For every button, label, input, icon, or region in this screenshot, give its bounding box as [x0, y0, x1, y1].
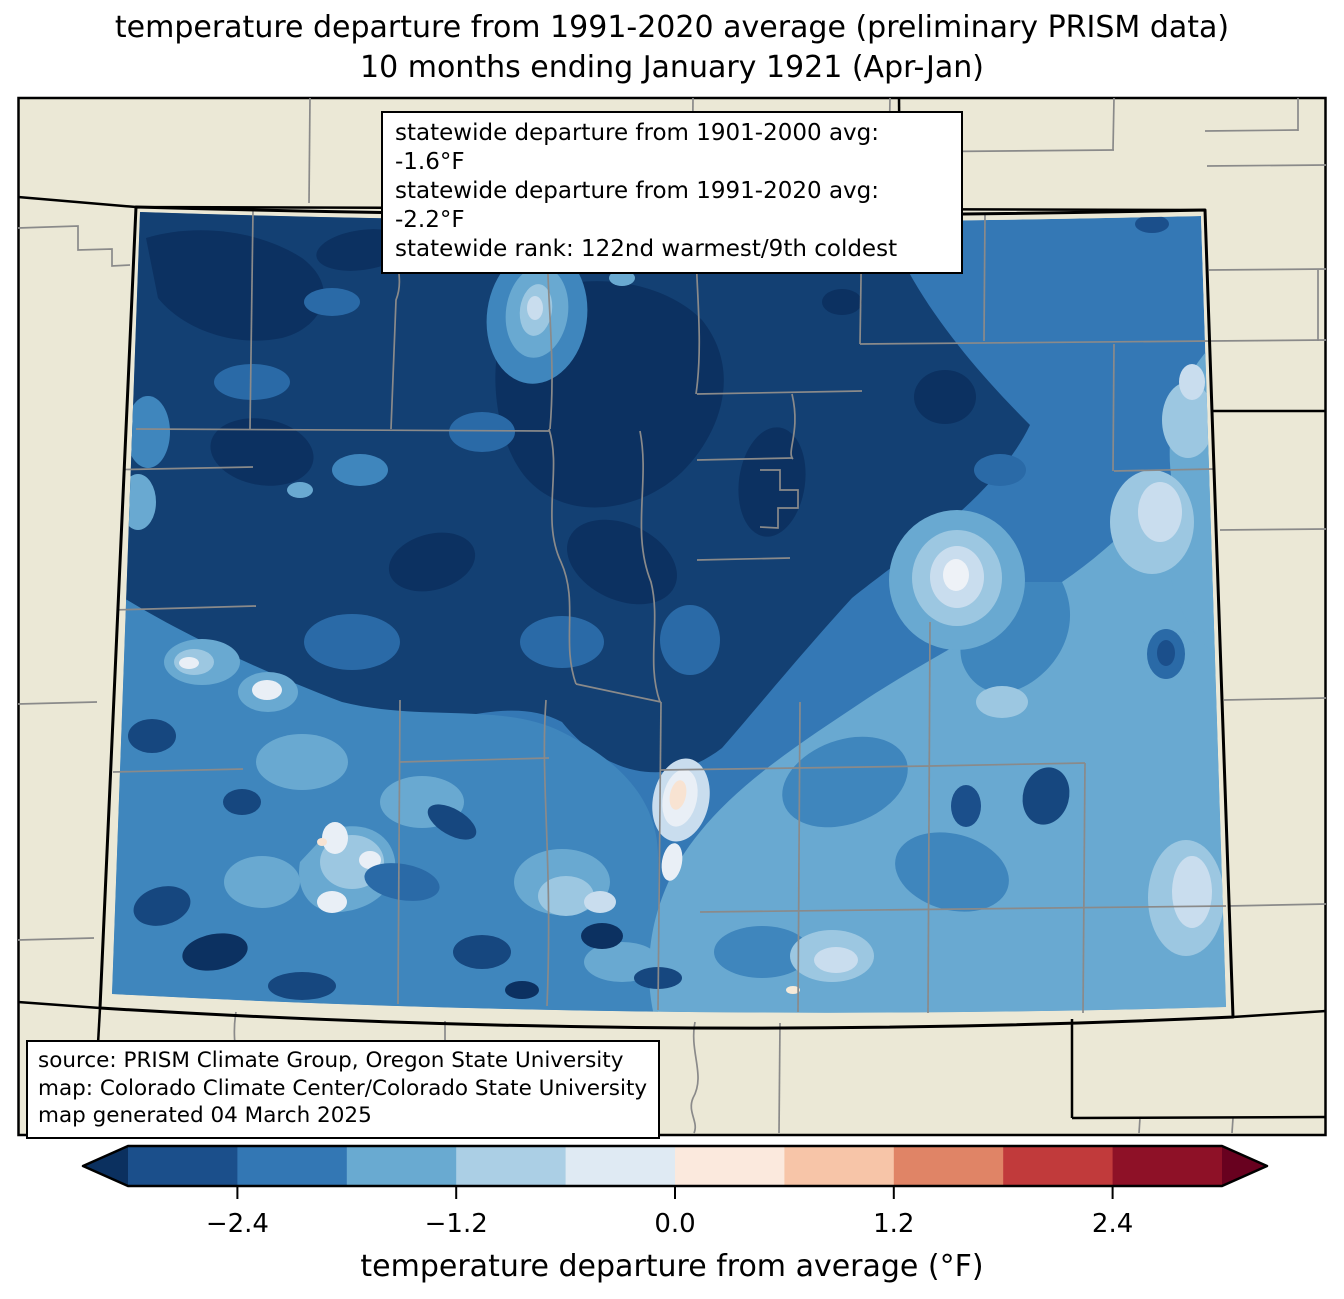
colorbar-tick-label: −1.2	[425, 1209, 488, 1239]
colorbar-over-arrow	[1222, 1146, 1267, 1186]
colorbar-segment	[1003, 1146, 1114, 1186]
colorbar-tick-label: 2.4	[1092, 1209, 1133, 1239]
colorbar-segment	[128, 1146, 238, 1186]
source-line-3: map generated 04 March 2025	[38, 1103, 372, 1128]
stats-line-1: statewide departure from 1901-2000 avg: …	[395, 120, 879, 175]
title-line-2: 10 months ending January 1921 (Apr-Jan)	[360, 50, 984, 85]
statewide-stats-box: statewide departure from 1901-2000 avg: …	[381, 111, 963, 274]
colorbar-segment	[565, 1146, 676, 1186]
source-line-2: map: Colorado Climate Center/Colorado St…	[38, 1075, 648, 1101]
colorbar-tick-label: −2.4	[206, 1209, 269, 1239]
colorbar-ticks	[236, 1186, 1114, 1199]
colorbar-segment	[456, 1146, 567, 1186]
stats-line-2: statewide departure from 1991-2020 avg: …	[395, 178, 879, 233]
colorado-temperature-fill	[112, 212, 1226, 1013]
colorbar-axis-label: temperature departure from average (°F)	[360, 1249, 983, 1284]
colorbar-segment	[893, 1146, 1004, 1186]
colorbar-segment	[1112, 1146, 1222, 1186]
stats-line-3: statewide rank: 122nd warmest/9th coldes…	[395, 236, 898, 262]
colorbar-under-arrow	[83, 1146, 128, 1186]
colorbar-tick-label: 1.2	[873, 1209, 914, 1239]
colorbar: −2.4 −1.2 0.0 1.2 2.4 temperature depart…	[81, 1144, 1269, 1284]
colorbar-segment	[784, 1146, 895, 1186]
title-line-1: temperature departure from 1991-2020 ave…	[114, 10, 1230, 45]
source-line-1: source: PRISM Climate Group, Oregon Stat…	[38, 1048, 624, 1073]
colorbar-outline	[81, 1144, 1269, 1188]
colorbar-segment	[237, 1146, 348, 1186]
source-attribution-box: source: PRISM Climate Group, Oregon Stat…	[26, 1040, 660, 1139]
colorbar-segment	[675, 1146, 785, 1186]
colorbar-segment	[346, 1146, 457, 1186]
map-title: temperature departure from 1991-2020 ave…	[0, 8, 1344, 88]
colorbar-tick-label: 0.0	[654, 1209, 695, 1239]
